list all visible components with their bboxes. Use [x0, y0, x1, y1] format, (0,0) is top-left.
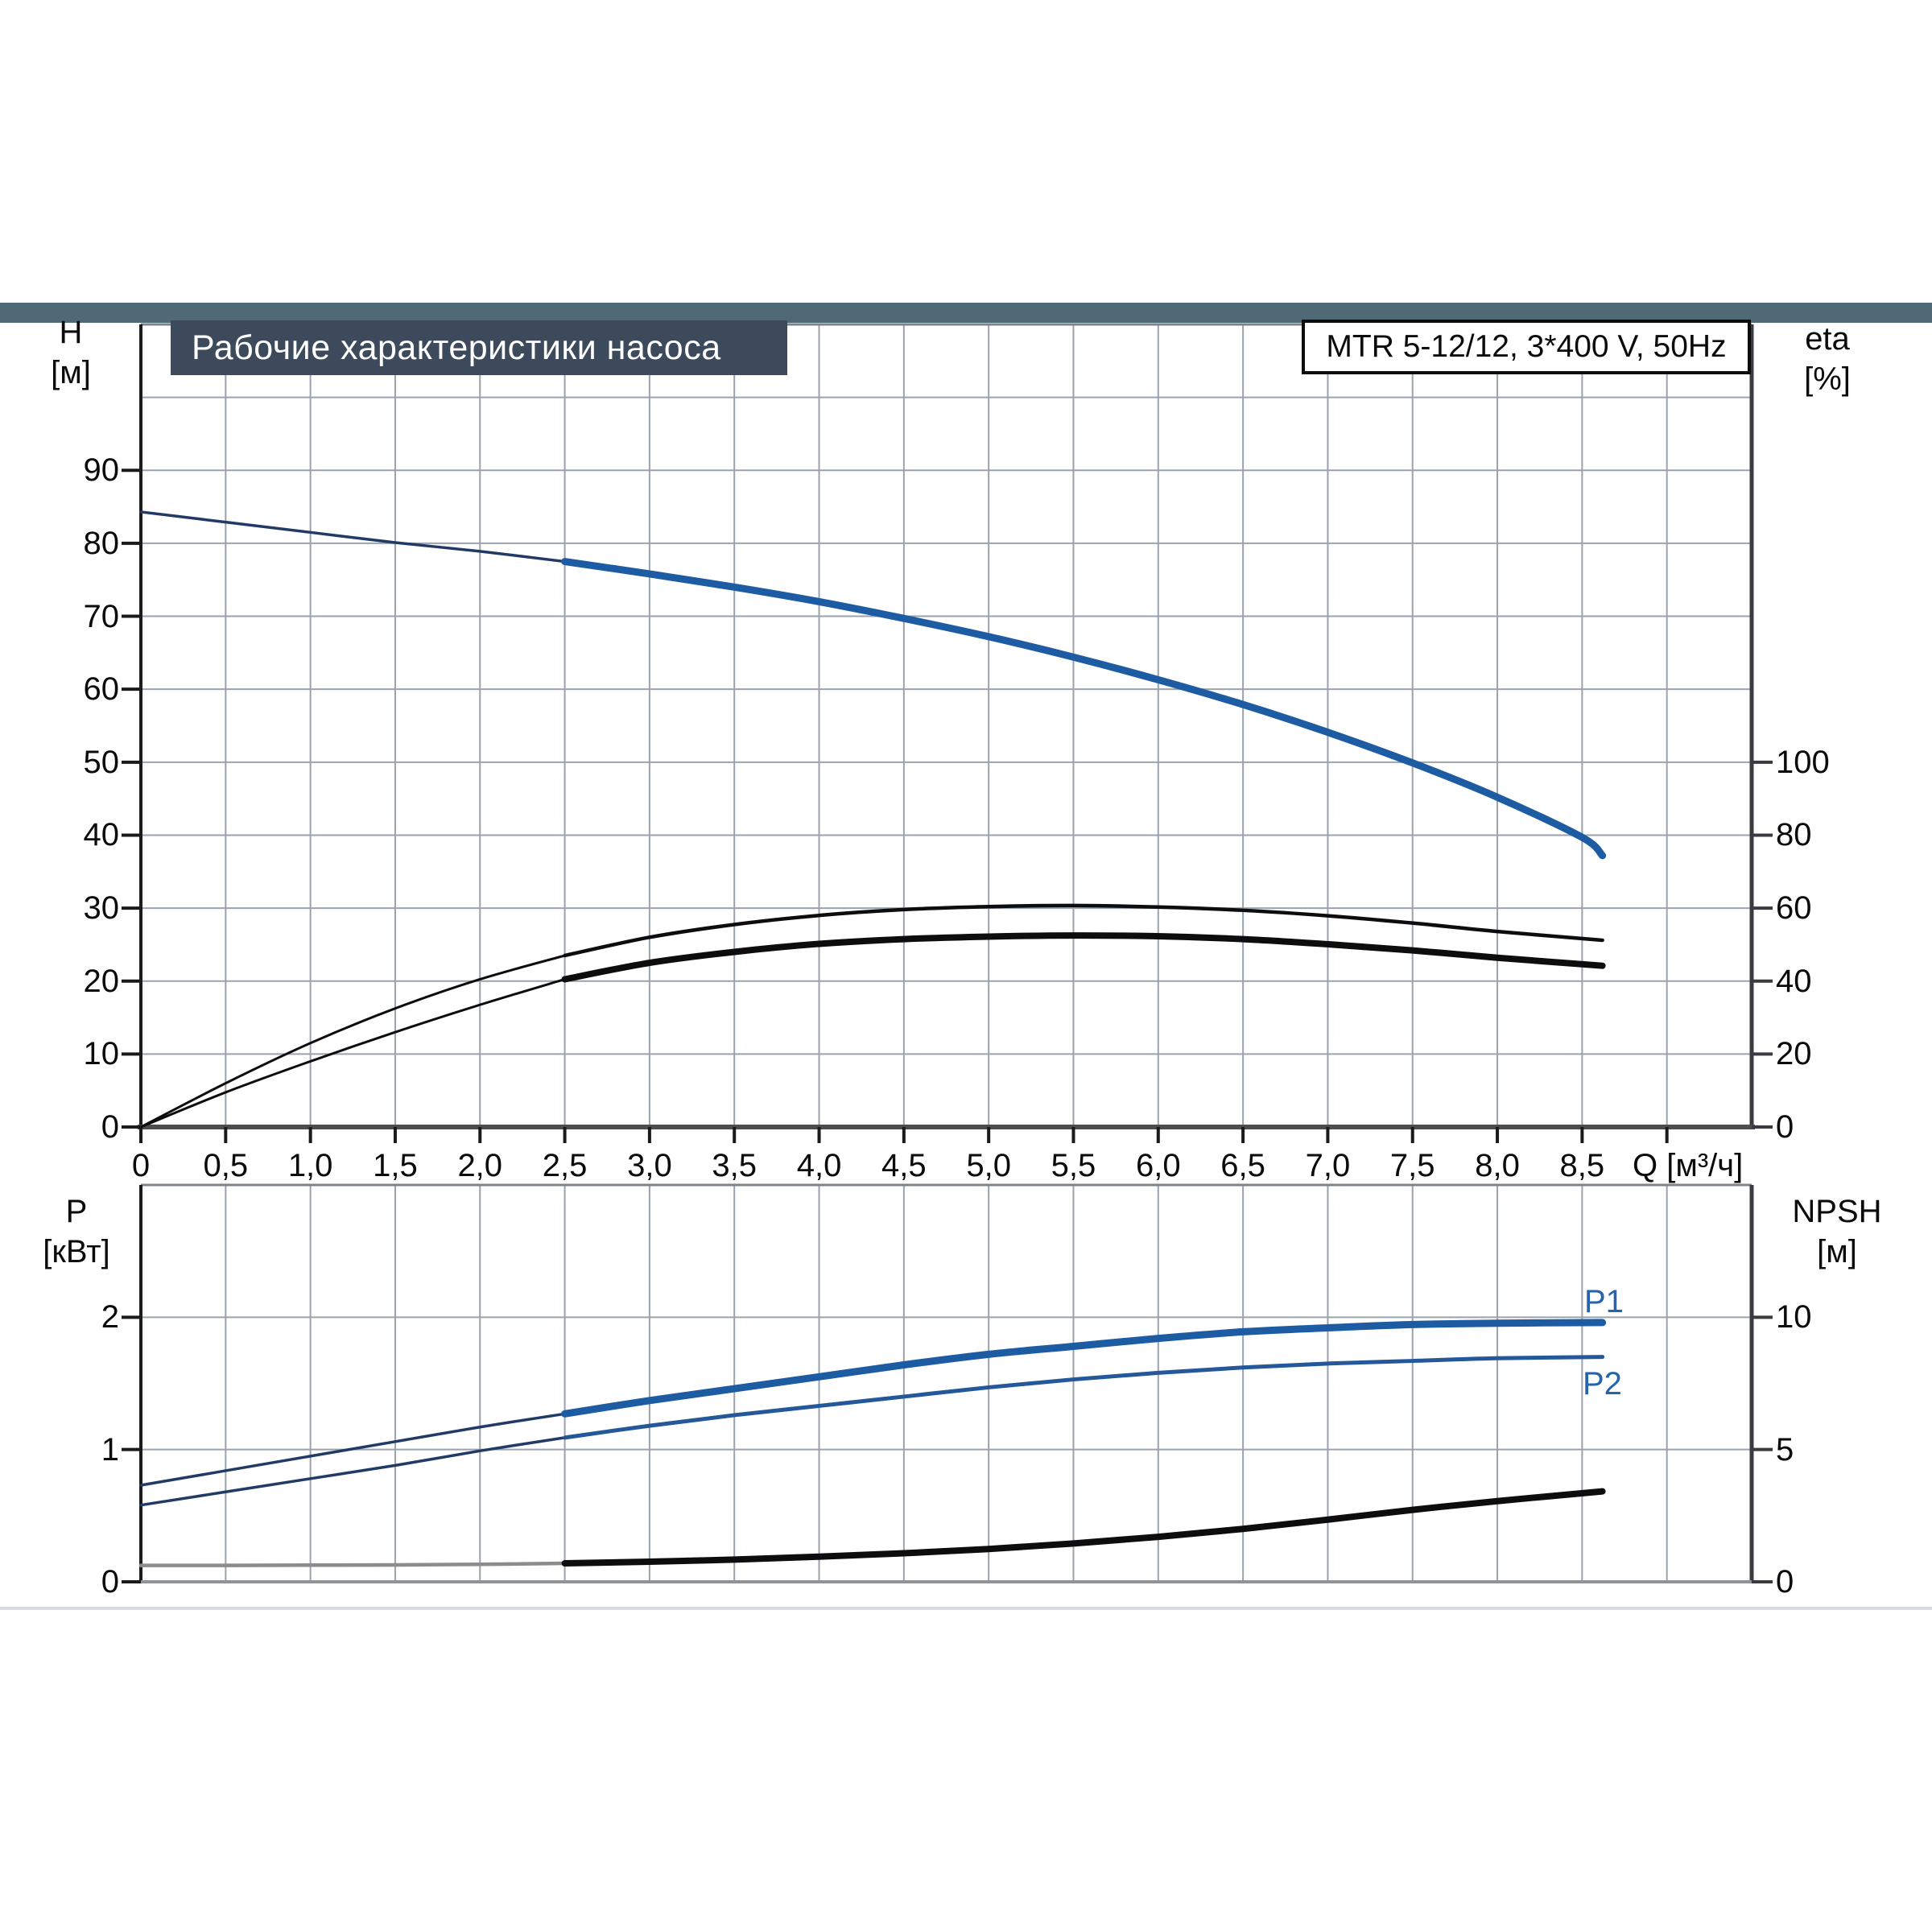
left-axis-tick-label: 2 [101, 1299, 119, 1335]
right-axis-tick-label: 80 [1776, 817, 1812, 853]
P2-curve-thin [139, 1436, 567, 1507]
x-axis-tick-label: 8,0 [1475, 1148, 1520, 1183]
x-axis-tick-label: 2,5 [542, 1148, 588, 1183]
P2-curve [563, 1355, 1605, 1440]
left-axis-tick-label: 0 [101, 1109, 119, 1145]
H-curve [561, 558, 1607, 860]
left-axis-tick-label: 60 [83, 671, 120, 708]
left-axis-tick-label: 40 [83, 817, 120, 853]
q-axis-unit-label: Q [м³/ч] [1633, 1148, 1744, 1183]
left-axis-tick-label: 1 [101, 1431, 119, 1468]
left-axis-tick-label: 50 [83, 744, 120, 780]
right-axis-tick-label: 60 [1776, 890, 1812, 927]
right-axis-tick-label: 0 [1776, 1109, 1794, 1145]
right-axis-tick-label: 10 [1776, 1299, 1812, 1335]
x-axis-tick-label: 8,5 [1559, 1148, 1605, 1183]
x-axis-tick-label: 3,5 [712, 1148, 757, 1183]
x-axis-tick-label: 0 [131, 1148, 151, 1183]
p2-curve-label: P2 [1583, 1366, 1622, 1402]
left-axis-tick-label: 30 [83, 890, 120, 927]
left-axis-tick-label: 0 [101, 1564, 119, 1600]
x-axis-tick-label: 2,0 [457, 1148, 503, 1183]
left-axis-tick-label: 70 [83, 598, 120, 634]
right-axis-tick-label: 20 [1776, 1036, 1812, 1072]
x-axis-tick-label: 5,0 [966, 1148, 1011, 1183]
H-curve-thin [139, 510, 567, 564]
x-axis-tick-label: 5,5 [1051, 1148, 1096, 1183]
right-axis-tick-label: 0 [1776, 1564, 1794, 1600]
eta-pump-curve-thin [139, 954, 567, 1129]
x-axis-tick-label: 3,0 [627, 1148, 672, 1183]
eta-axis-label: eta [%] [1804, 321, 1851, 397]
x-axis-tick-label: 1,0 [287, 1148, 333, 1183]
x-axis-tick-label: 7,5 [1389, 1148, 1435, 1183]
eta-pump-motor-curve-thin [139, 977, 567, 1129]
x-axis-tick-label: 6,0 [1135, 1148, 1181, 1183]
window-top-band [0, 303, 1932, 323]
h-axis-label: H [м] [51, 315, 91, 390]
left-axis-tick-label: 80 [83, 525, 120, 561]
p-axis-label: P [кВт] [43, 1194, 110, 1269]
left-axis-tick-label: 20 [83, 963, 120, 999]
P1-curve [561, 1319, 1607, 1418]
x-axis-tick-label: 0,5 [203, 1148, 249, 1183]
NPSH-curve-thin [138, 1561, 567, 1567]
x-axis-tick-label: 1,5 [373, 1148, 418, 1183]
left-axis-tick-label: 10 [83, 1036, 120, 1072]
x-axis-tick-label: 4,0 [796, 1148, 842, 1183]
P1-curve-thin [139, 1412, 567, 1487]
x-axis-tick-label: 4,5 [881, 1148, 927, 1183]
right-axis-tick-label: 100 [1776, 744, 1830, 780]
NPSH-curve [561, 1488, 1606, 1567]
eta-pump-motor-curve [561, 932, 1606, 983]
window-bottom-strip [0, 1607, 1932, 1610]
right-axis-tick-label: 5 [1776, 1431, 1794, 1468]
eta-pump-curve [563, 903, 1604, 958]
left-axis-tick-label: 90 [83, 452, 120, 489]
pump-model-label: MTR 5-12/12, 3*400 V, 50Hz [1302, 320, 1751, 374]
x-axis-tick-label: 6,5 [1220, 1148, 1265, 1183]
npsh-axis-label: NPSH [м] [1792, 1194, 1882, 1269]
right-axis-tick-label: 40 [1776, 963, 1812, 999]
x-axis-tick-label: 7,0 [1305, 1148, 1351, 1183]
p1-curve-label: P1 [1584, 1284, 1624, 1319]
chart-title: Рабочие характеристики насоса [171, 320, 787, 375]
